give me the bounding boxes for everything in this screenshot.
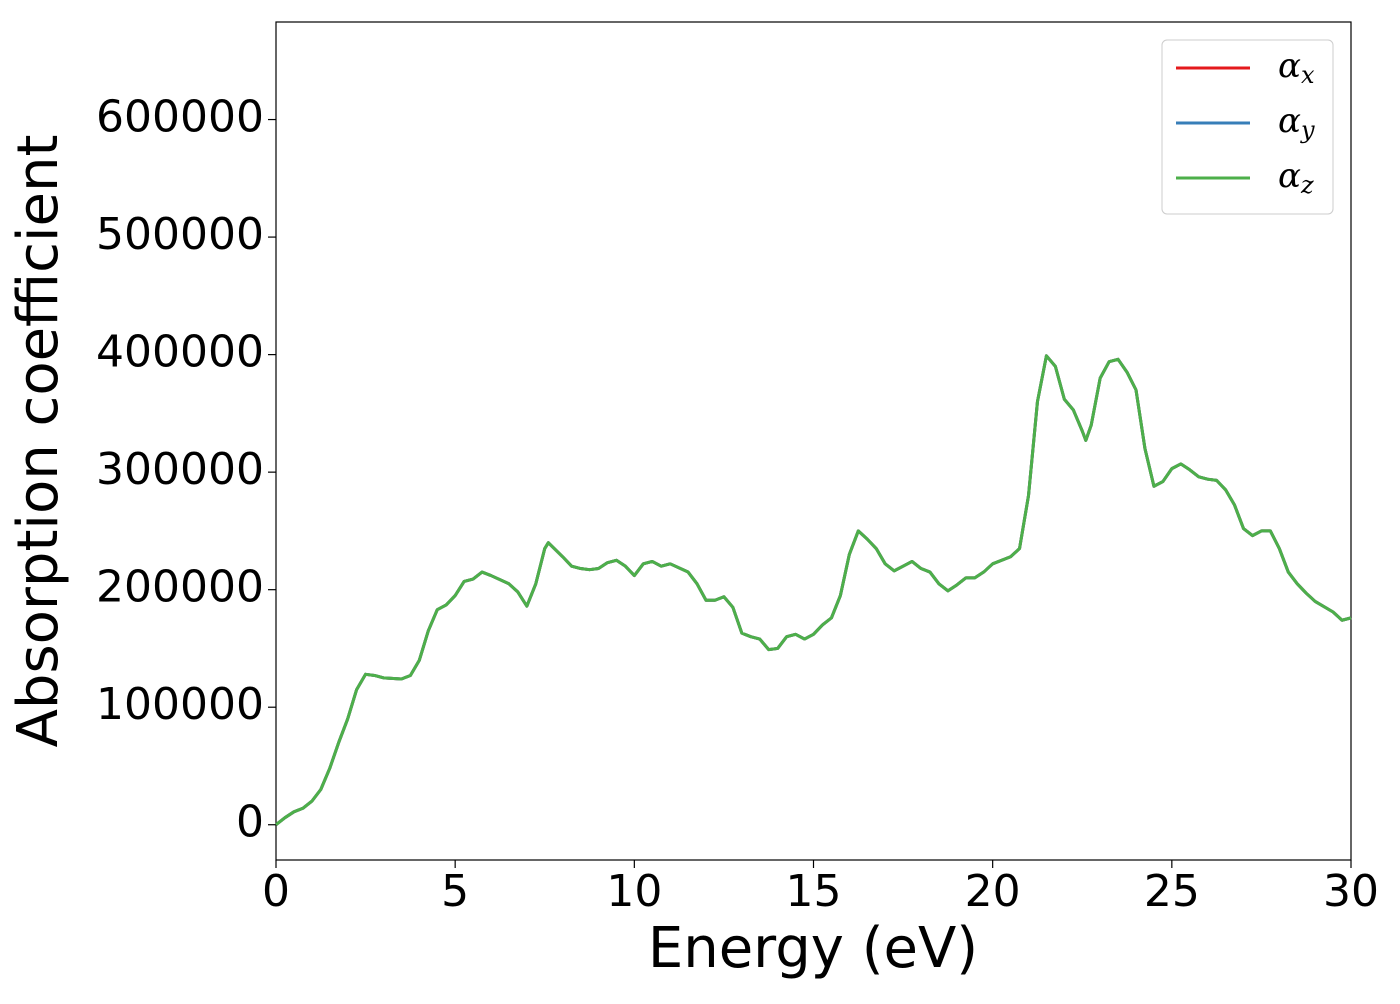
- legend: αx αy αz: [1161, 39, 1334, 215]
- legend-label: αx: [1278, 46, 1315, 89]
- y-tick-label: 600000: [96, 92, 264, 143]
- legend-label: αy: [1278, 101, 1315, 144]
- y-tick-label: 500000: [96, 209, 264, 260]
- x-tick-label: 0: [262, 866, 290, 917]
- y-tick-label: 100000: [96, 679, 264, 730]
- y-tick-label: 0: [236, 797, 264, 848]
- y-tick-label: 200000: [96, 562, 264, 613]
- x-tick-label: 25: [1144, 866, 1200, 917]
- y-axis-label: Absorption coefficient: [6, 135, 71, 748]
- x-axis-label: Energy (eV): [648, 916, 978, 981]
- x-tick-label: 5: [441, 866, 469, 917]
- y-tick-label: 400000: [96, 327, 264, 378]
- series-line: [275, 354, 1352, 826]
- x-tick-label: 20: [965, 866, 1021, 917]
- x-tick-label: 15: [786, 866, 842, 917]
- x-tick-label: 30: [1323, 866, 1379, 917]
- series-line: [275, 354, 1352, 826]
- legend-box: [1161, 39, 1334, 215]
- x-tick-label: 10: [606, 866, 662, 917]
- legend-label: αz: [1278, 156, 1314, 199]
- y-tick-label: 300000: [96, 444, 264, 495]
- series-line: [275, 354, 1352, 826]
